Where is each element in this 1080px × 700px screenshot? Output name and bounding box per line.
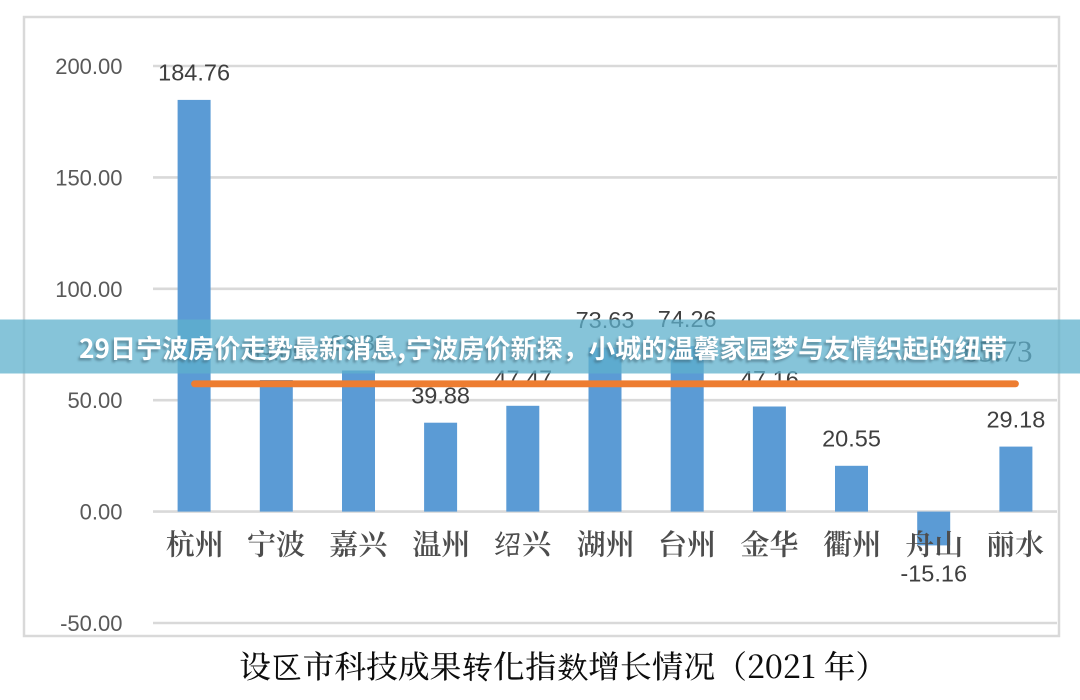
svg-text:0.00: 0.00 [80,500,123,525]
svg-text:29.18: 29.18 [986,406,1045,432]
svg-text:200.00: 200.00 [55,54,122,79]
svg-text:150.00: 150.00 [55,165,122,190]
svg-text:-15.16: -15.16 [900,561,967,587]
svg-text:20.55: 20.55 [822,426,881,452]
svg-text:100.00: 100.00 [55,277,122,302]
svg-text:50.00: 50.00 [67,388,122,413]
svg-text:-50.00: -50.00 [60,611,122,636]
svg-text:184.76: 184.76 [158,60,230,86]
